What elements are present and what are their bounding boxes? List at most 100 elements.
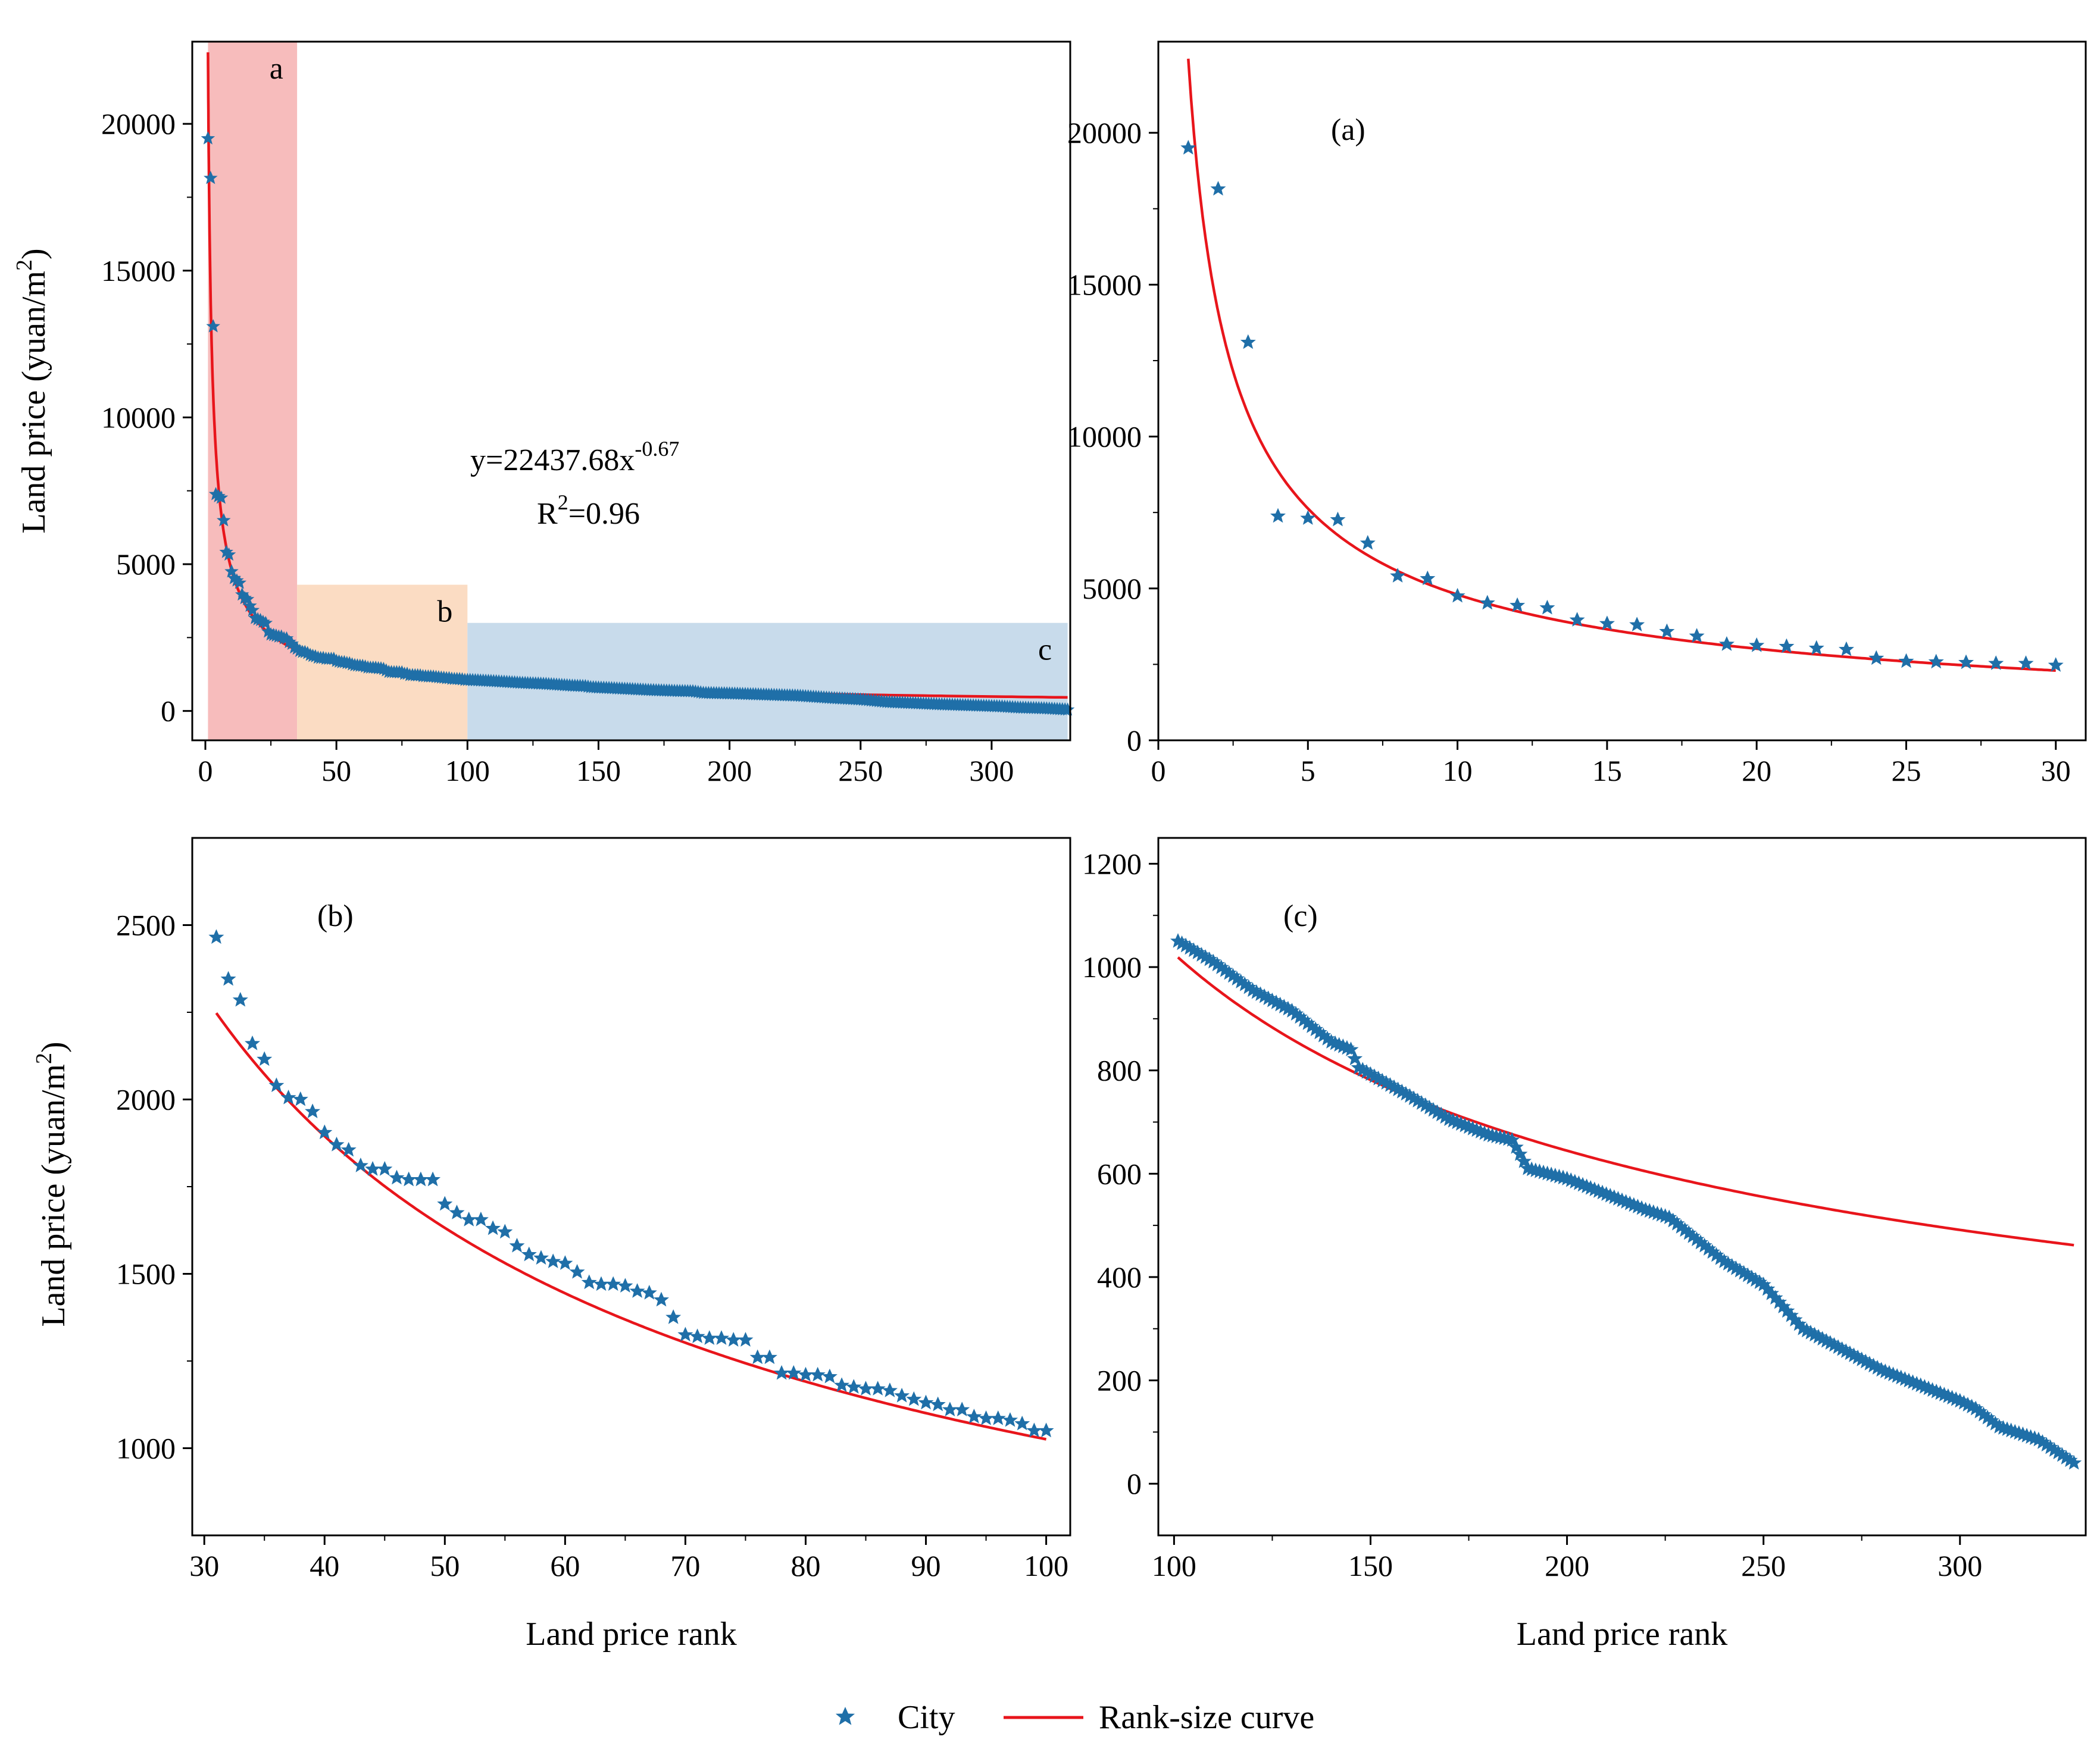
city-point <box>377 1161 393 1176</box>
legend-city-label: City <box>898 1699 955 1736</box>
city-point <box>1838 641 1854 656</box>
city-point <box>485 1220 501 1235</box>
x-tick-label: 150 <box>1348 1549 1393 1582</box>
x-axis-title: Land price rank <box>526 1616 736 1653</box>
region-label-c: c <box>1038 633 1052 667</box>
x-tick-label: 300 <box>1938 1549 1982 1582</box>
city-point <box>329 1137 345 1152</box>
fit-equation: y=22437.68x-0.67 <box>470 437 679 477</box>
city-point <box>473 1212 489 1227</box>
y-tick-label: 15000 <box>1067 268 1142 301</box>
city-point <box>882 1382 898 1397</box>
city-point <box>1330 511 1346 527</box>
x-tick-label: 10 <box>1443 754 1473 787</box>
city-point <box>1928 653 1944 669</box>
y-tick-label: 1500 <box>116 1257 176 1291</box>
city-point <box>954 1401 970 1417</box>
y-tick-label: 200 <box>1097 1364 1142 1397</box>
x-tick-label: 100 <box>1152 1549 1196 1582</box>
y-tick-label: 1000 <box>1082 950 1142 984</box>
city-point <box>1659 623 1675 639</box>
city-point <box>1390 568 1406 583</box>
city-point <box>232 991 248 1007</box>
rank-size-curve <box>1187 58 2056 672</box>
x-axis-title: Land price rank <box>1517 1616 1727 1653</box>
plot-frame <box>191 837 1071 1537</box>
y-tick-label: 2000 <box>116 1083 176 1116</box>
panel-c-label: (c) <box>1283 899 1318 933</box>
city-point <box>846 1379 862 1394</box>
city-point <box>617 1278 633 1293</box>
city-point <box>641 1285 657 1300</box>
y-tick-label: 5000 <box>116 548 176 581</box>
city-point <box>894 1387 910 1403</box>
panel-a-label: (a) <box>1331 113 1365 147</box>
x-tick-label: 50 <box>321 754 351 787</box>
legend-curve-label: Rank-size curve <box>1099 1699 1314 1736</box>
y-axis-title: Land price (yuan/m2) <box>12 248 52 533</box>
y-tick-label: 15000 <box>101 254 176 287</box>
x-tick-label: 70 <box>670 1549 700 1582</box>
city-point <box>1479 595 1495 610</box>
y-tick-label: 20000 <box>1067 116 1142 149</box>
city-point <box>220 971 236 986</box>
city-point <box>738 1332 754 1347</box>
city-point <box>858 1381 874 1396</box>
city-point <box>761 1349 777 1365</box>
panel-b-label: (b) <box>317 899 354 933</box>
x-tick-label: 40 <box>310 1549 339 1582</box>
city-point <box>292 1091 308 1106</box>
y-tick-label: 0 <box>1127 724 1142 757</box>
plot-frame <box>1157 40 2087 742</box>
y-tick-label: 400 <box>1097 1260 1142 1294</box>
x-tick-label: 90 <box>911 1549 941 1582</box>
city-point <box>509 1237 525 1253</box>
x-tick-label: 100 <box>445 754 490 787</box>
city-point <box>401 1171 417 1187</box>
city-point <box>665 1309 682 1324</box>
city-point <box>1539 599 1555 615</box>
city-point <box>389 1169 405 1185</box>
city-point <box>521 1246 537 1262</box>
y-tick-label: 0 <box>161 694 176 728</box>
city-point <box>593 1276 610 1291</box>
city-point <box>1038 1422 1054 1438</box>
city-point <box>942 1401 958 1417</box>
x-tick-label: 150 <box>576 754 621 787</box>
x-tick-label: 0 <box>1151 754 1166 787</box>
legend: City Rank-size curve <box>835 1699 1314 1736</box>
y-tick-label: 10000 <box>101 401 176 434</box>
plot-frame <box>1157 837 2087 1537</box>
city-point <box>257 1051 273 1066</box>
plot-frame <box>191 40 1071 742</box>
panel-c-chart: 100 150 200 250 300 0 200 400 600 800 1000 1200 (c) L… <box>1082 837 2087 1653</box>
region-label-a: a <box>270 52 283 86</box>
x-tick-label: 30 <box>2041 754 2071 787</box>
city-point <box>569 1263 585 1279</box>
city-point <box>1868 650 1885 665</box>
x-tick-label: 60 <box>550 1549 580 1582</box>
region-a <box>208 42 298 740</box>
city-point <box>821 1368 838 1384</box>
city-point <box>1210 180 1226 196</box>
city-point <box>1898 653 1914 668</box>
city-point <box>978 1410 994 1425</box>
x-tick-label: 80 <box>790 1549 820 1582</box>
x-tick-label: 20 <box>1742 754 1771 787</box>
city-point <box>1718 636 1735 651</box>
city-point <box>425 1171 441 1187</box>
city-point <box>1629 617 1645 632</box>
city-point <box>208 929 224 944</box>
rank-size-curve <box>1177 956 2074 1247</box>
rank-size-curve <box>215 1012 1047 1441</box>
y-tick-label: 10000 <box>1067 420 1142 453</box>
panel-a-chart: 0 5 10 15 20 25 30 0 5000 10000 15000 20000 (a) <box>1067 40 2087 787</box>
city-point <box>774 1365 790 1380</box>
x-tick-label: 15 <box>1592 754 1622 787</box>
city-point <box>726 1332 742 1347</box>
region-label-b: b <box>437 595 452 629</box>
y-tick-label: 20000 <box>101 107 176 140</box>
panel-b-chart: 30 40 50 60 70 80 90 100 1000 1500 2000 2500 (b) Land… <box>32 837 1071 1653</box>
city-point <box>810 1366 826 1382</box>
